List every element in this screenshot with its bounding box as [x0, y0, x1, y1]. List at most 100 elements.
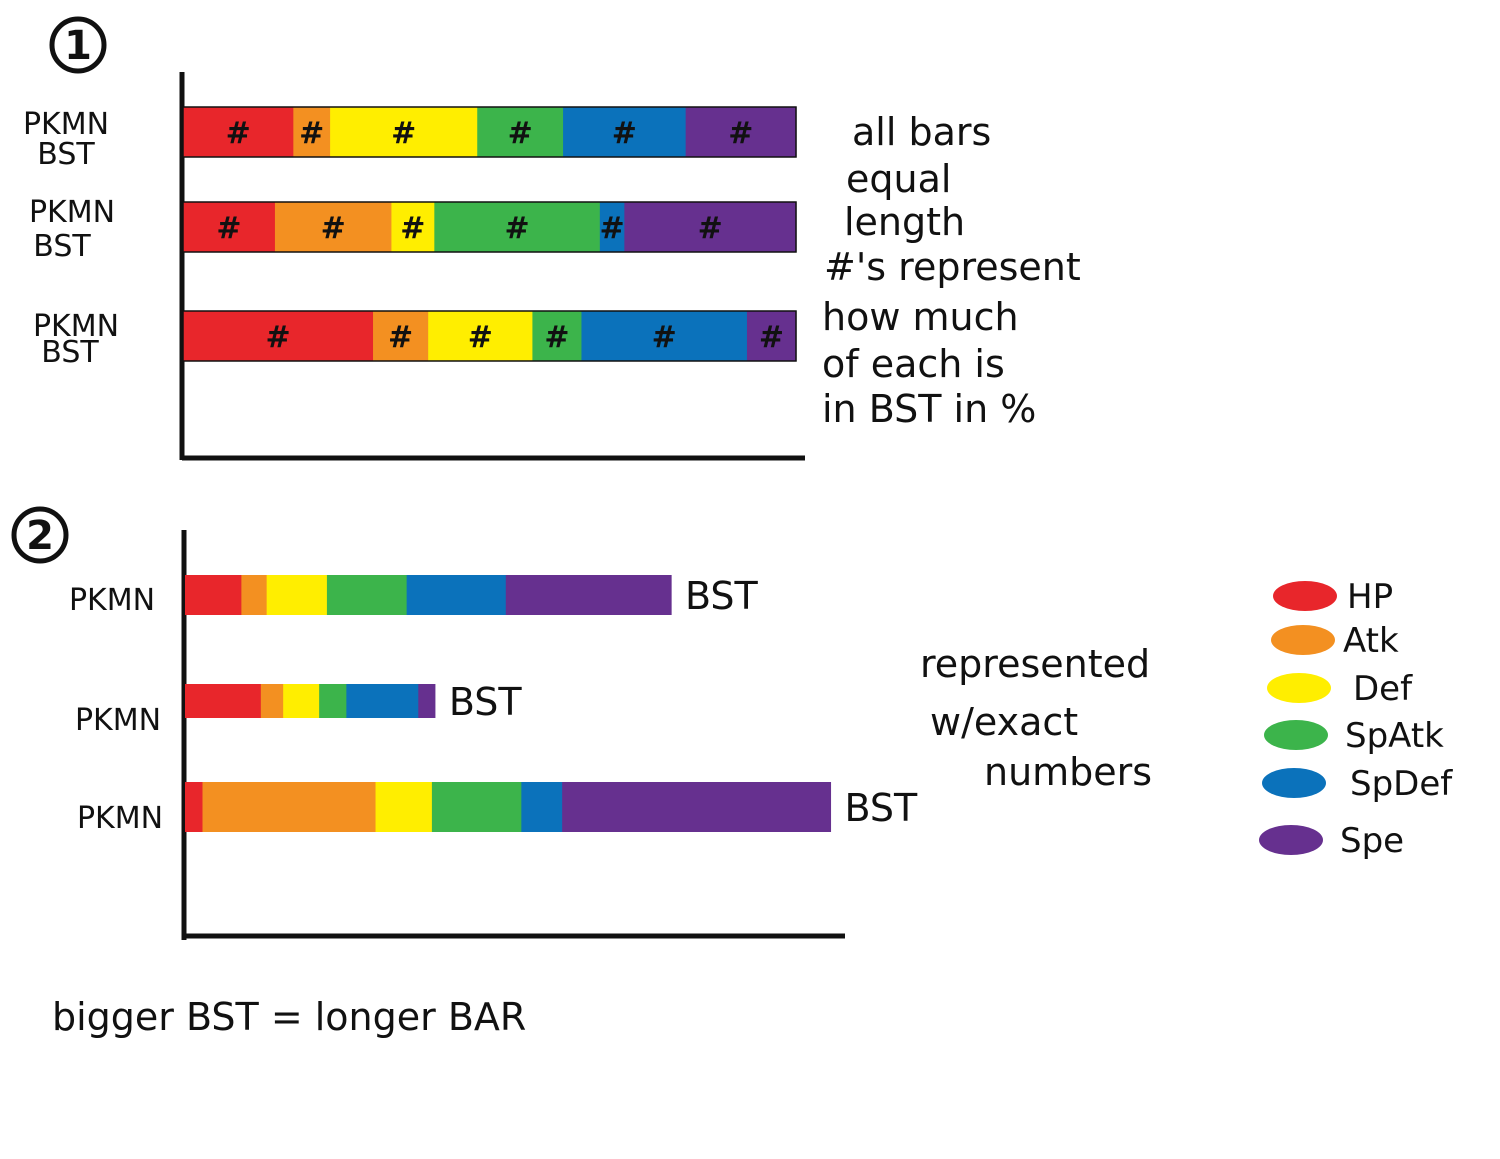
- chart-2-segment-def: [283, 684, 320, 718]
- chart-2-total-label: BST: [685, 574, 759, 618]
- legend-label: Atk: [1343, 621, 1399, 661]
- chart-1-segment-mark: #: [400, 211, 425, 246]
- chart-2-bar-label: PKMN: [75, 703, 161, 738]
- chart-1-bar-outline: [182, 201, 797, 253]
- chart-2-segment-def: [266, 575, 328, 615]
- chart-2-segment-atk: [241, 575, 268, 615]
- chart-1-note-line: of each is: [822, 342, 1005, 386]
- chart-1-segment-mark: #: [299, 116, 324, 151]
- chart-2-number: 2: [26, 513, 54, 559]
- chart-1-segment-mark: #: [468, 320, 493, 355]
- chart-1-note-line: in BST in %: [822, 387, 1036, 431]
- legend-label: SpDef: [1350, 764, 1453, 804]
- chart-1-bars: # # # # # # # # # # # # # # # # # #: [182, 106, 797, 362]
- chart-2-number-circle: [11, 506, 69, 564]
- chart-1-segment-mark: #: [600, 211, 625, 246]
- chart-2-segment-atk: [260, 684, 284, 718]
- chart-1-segment-def: [330, 107, 478, 157]
- chart-1-bar-label: PKMN: [29, 195, 115, 230]
- chart-1-note-line: #'s represent: [824, 245, 1081, 289]
- chart-2-segment-def: [375, 782, 433, 832]
- chart-2-bar: BST: [185, 680, 522, 724]
- chart-1-segment-spdef: [563, 107, 687, 157]
- chart-1: 1 PKMN BST PKMN BST PKMN BST # # # # # ## # # # #…: [23, 16, 1081, 461]
- legend-swatch: [1259, 825, 1323, 855]
- chart-2-bar: BST: [185, 574, 759, 618]
- chart-1-bar-label: BST: [33, 229, 91, 264]
- chart-1-bar: # # # # # #: [182, 201, 797, 253]
- chart-1-bar: # # # # # #: [182, 310, 797, 362]
- chart-1-bar-label: BST: [41, 335, 99, 370]
- chart-1-segment-mark: #: [759, 320, 784, 355]
- chart-2-bars: BST BST BST: [185, 574, 918, 832]
- chart-1-segment-spe: [624, 202, 797, 252]
- chart-2-segment-spe: [505, 575, 672, 615]
- chart-2-segment-spdef: [406, 575, 507, 615]
- chart-2-segment-hp: [185, 684, 262, 718]
- chart-1-segment-atk: [373, 311, 429, 361]
- legend-swatch: [1267, 673, 1331, 703]
- chart-1-segment-mark: #: [226, 116, 251, 151]
- chart-1-bar-label: PKMN: [33, 309, 119, 344]
- chart-2-note-line: w/exact: [930, 700, 1078, 744]
- legend-item-atk: Atk: [1271, 621, 1399, 661]
- chart-1-segment-def: [391, 202, 435, 252]
- chart-1-segment-spatk: [532, 311, 583, 361]
- chart-1-segment-mark: #: [544, 320, 569, 355]
- legend-label: SpAtk: [1345, 716, 1444, 756]
- chart-1-segment-spe: [746, 311, 797, 361]
- chart-2-bar-label: PKMN: [69, 583, 155, 618]
- chart-1-segment-mark: #: [216, 211, 241, 246]
- legend-swatch: [1271, 625, 1335, 655]
- legend-swatch: [1264, 720, 1328, 750]
- chart-1-segment-spatk: [477, 107, 564, 157]
- chart-2-segment-spatk: [319, 684, 347, 718]
- chart-1-note-line: equal: [846, 157, 951, 201]
- chart-1-segment-mark: #: [508, 116, 533, 151]
- chart-1-segment-hp: [183, 311, 374, 361]
- chart-2-bar-label: PKMN: [77, 801, 163, 836]
- chart-1-note: all bars equal length #'s represent how …: [822, 110, 1081, 431]
- chart-1-note-line: all bars: [852, 110, 991, 154]
- chart-1-number: 1: [64, 23, 92, 69]
- chart-2-bar-labels: PKMN PKMN PKMN: [69, 583, 163, 836]
- chart-2-segment-atk: [202, 782, 377, 832]
- chart-1-segment-hp: [183, 107, 294, 157]
- chart-1-segment-mark: #: [652, 320, 677, 355]
- chart-2-footer: bigger BST = longer BAR: [52, 995, 526, 1039]
- chart-1-note-line: how much: [822, 295, 1019, 339]
- chart-1-segment-mark: #: [391, 116, 416, 151]
- chart-2-note-line: represented: [920, 642, 1150, 686]
- legend-item-spatk: SpAtk: [1264, 716, 1444, 756]
- chart-2-note-line: numbers: [984, 750, 1152, 794]
- chart-2-segment-spatk: [431, 782, 522, 832]
- chart-1-segment-mark: #: [321, 211, 346, 246]
- legend-item-hp: HP: [1273, 577, 1393, 617]
- chart-2-total-label: BST: [449, 680, 523, 724]
- chart-1-bar-outline: [182, 310, 797, 362]
- legend-item-spe: Spe: [1259, 821, 1404, 861]
- chart-1-segment-mark: #: [388, 320, 413, 355]
- chart-1-bar-labels: PKMN BST PKMN BST PKMN BST: [23, 107, 119, 370]
- chart-2-segment-hp: [185, 782, 204, 832]
- chart-1-segment-mark: #: [612, 116, 637, 151]
- chart-1-bar-outline: [182, 106, 797, 158]
- chart-1-segment-spe: [685, 107, 797, 157]
- chart-1-segment-mark: #: [728, 116, 753, 151]
- chart-1-number-circle: [49, 16, 107, 74]
- chart-1-bar-label: PKMN: [23, 107, 109, 142]
- chart-2-segment-spatk: [326, 575, 408, 615]
- chart-1-segment-atk: [293, 107, 331, 157]
- chart-2-bar: BST: [185, 782, 918, 832]
- chart-1-segment-spatk: [434, 202, 601, 252]
- chart-2-segment-spdef: [521, 782, 563, 832]
- chart-2-segment-spdef: [346, 684, 419, 718]
- legend-label: Def: [1353, 669, 1413, 709]
- chart-2-note: represented w/exact numbers: [920, 642, 1152, 794]
- chart-2-segment-spe: [562, 782, 832, 832]
- legend-item-def: Def: [1267, 669, 1413, 709]
- chart-1-bar: # # # # # #: [182, 106, 797, 158]
- chart-2-total-label: BST: [844, 786, 918, 830]
